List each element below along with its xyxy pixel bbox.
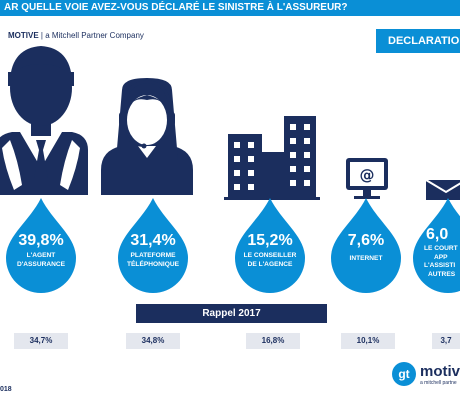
category-line: PLATEFORME [130, 252, 176, 259]
call-center-agent-icon [101, 78, 193, 195]
previous-value-courtier: 3,7 [432, 333, 460, 349]
drop-courtier [413, 198, 460, 293]
category-line: INTERNET [349, 255, 383, 262]
category-line: L'AGENT [26, 252, 56, 259]
value-label-agent: 39,8% [18, 232, 64, 249]
office-buildings-icon [224, 116, 320, 200]
computer-email-icon: @ [346, 158, 388, 199]
category-label-agent: L'AGENT D'ASSURANCE [6, 252, 76, 269]
category-line: LE COURT [424, 245, 458, 252]
category-line: D'ASSURANCE [16, 260, 66, 268]
category-line: APP [434, 253, 448, 261]
brand-name: MOTIVE [8, 31, 39, 40]
category-label-courtier: LE COURT APP L'ASSISTI AUTRES [424, 245, 460, 279]
logo-tagline: a mitchell partne [420, 380, 457, 386]
previous-value-agent: 34,7% [14, 333, 68, 349]
envelope-icon [425, 179, 460, 200]
value-label-plateforme: 31,4% [130, 232, 176, 249]
drop-internet [331, 198, 401, 293]
previous-value-conseiller: 16,8% [246, 333, 300, 349]
category-label-plateforme: PLATEFORME TÉLÉPHONIQUE [118, 252, 188, 269]
section-badge: DECLARATION [376, 29, 460, 53]
gt-logo-mark: gt [392, 362, 416, 386]
category-line: TÉLÉPHONIQUE [126, 260, 180, 268]
drop-plateforme [118, 198, 188, 293]
logo-wordmark: motiv [420, 363, 460, 380]
rappel-2017-banner: Rappel 2017 [136, 304, 327, 323]
previous-value-plateforme: 34,8% [126, 333, 180, 349]
drop-conseiller [235, 198, 305, 293]
category-label-conseiller: LE CONSEILLER DE L'AGENCE [235, 252, 305, 269]
category-line: LE CONSEILLER [243, 252, 297, 259]
value-label-conseiller: 15,2% [247, 232, 293, 249]
drop-agent [6, 198, 76, 293]
question-title: AR QUELLE VOIE AVEZ-VOUS DÉCLARÉ LE SINI… [4, 2, 348, 13]
previous-value-internet: 10,1% [341, 333, 395, 349]
category-line: DE L'AGENCE [247, 260, 293, 268]
footer-year: 018 [0, 386, 12, 393]
title-bar: AR QUELLE VOIE AVEZ-VOUS DÉCLARÉ LE SINI… [0, 0, 460, 16]
brand-suffix: | a Mitchell Partner Company [38, 31, 144, 40]
businessman-icon [0, 46, 88, 195]
category-line: AUTRES [428, 270, 456, 278]
category-line: L'ASSISTI [424, 262, 456, 269]
value-label-internet: 7,6% [347, 232, 385, 249]
value-label-courtier: 6,0 [426, 226, 449, 243]
category-label-internet: INTERNET [331, 255, 401, 264]
svg-text:@: @ [360, 166, 375, 184]
subtitle: MOTIVE | a Mitchell Partner Company [8, 31, 144, 40]
